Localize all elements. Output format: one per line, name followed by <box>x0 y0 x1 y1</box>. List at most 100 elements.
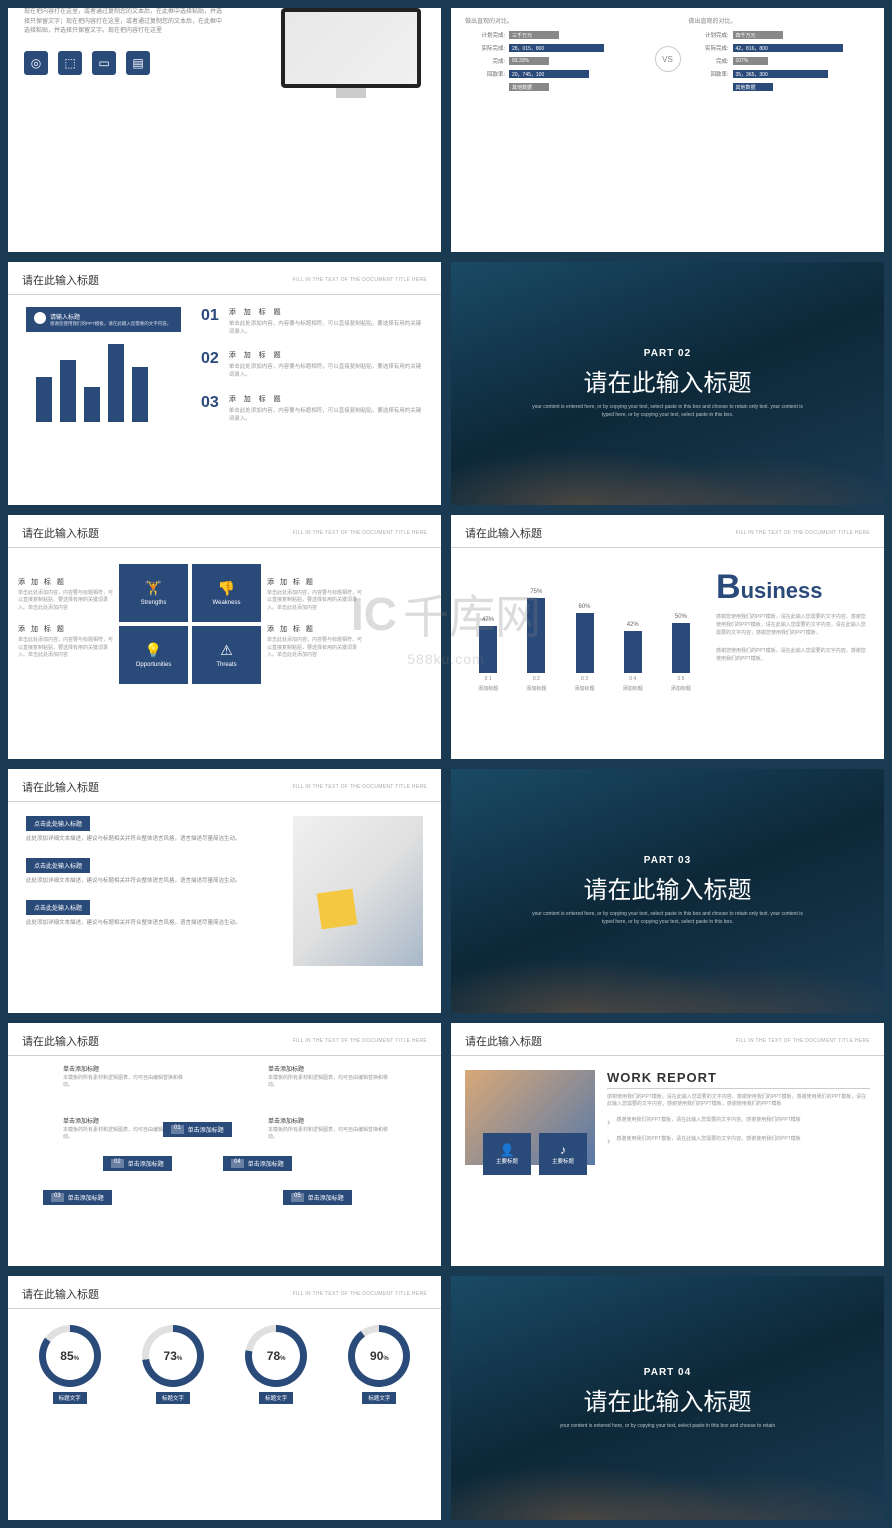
slide-title: 请在此输入标题 <box>465 525 542 541</box>
swot-box: ⚠ Threats <box>192 626 261 684</box>
intro-text: 现在把内容打在这里，或者通过复制您的文本后，在此框中选择粘贴，并选择只保留文字；… <box>24 8 224 37</box>
vs-left-head: 做出直观的对比。 <box>465 16 647 25</box>
icon-org: ⬚ <box>58 51 82 75</box>
report-tag-2: ♪ 主要标题 <box>539 1133 587 1175</box>
vs-row-bar: 三千万元 <box>509 31 559 39</box>
swot-text-title: 添 加 标 题 <box>267 624 362 634</box>
vs-badge: VS <box>655 46 681 72</box>
item-number: 02 <box>201 350 219 380</box>
part-label: PART 02 <box>644 348 691 359</box>
slide-subtitle: FILL IN THE TEXT OF THE DOCUMENT TITLE H… <box>736 1038 870 1044</box>
bar-label: 添加标题 <box>526 685 546 692</box>
item-button: 点击此处输入标题 <box>26 858 90 873</box>
chart-bar <box>576 613 594 673</box>
slide-three-items: 请在此输入标题 FILL IN THE TEXT OF THE DOCUMENT… <box>8 769 441 1013</box>
step-badge: 03单击添加标题 <box>43 1190 112 1205</box>
vs-row-bar: 其他数据 <box>733 83 773 91</box>
vs-row-bar: 42，816，800 <box>733 44 843 52</box>
bar-num: 0 1 <box>485 676 492 682</box>
vs-row-bar: 28，015，800 <box>509 44 604 52</box>
icon-page: ▤ <box>126 51 150 75</box>
donut-label: 标题文字 <box>259 1392 293 1404</box>
business-desc-1: 感谢您使用我们的PPT模板，请在此输入您需要的文字内容，感谢您使用我们的PPT模… <box>716 613 866 637</box>
icon-doc: ◎ <box>24 51 48 75</box>
slide-title: 请在此输入标题 <box>22 1033 99 1049</box>
chart-bar <box>108 344 124 422</box>
step-top-desc: 本模板的所有素材和逻辑图表，均可自由编辑替换和移动。 <box>268 1075 388 1089</box>
donut-ring: 78% <box>245 1325 307 1387</box>
item-title: 添 加 标 题 <box>229 350 423 360</box>
vs-row-label: 计划完成: <box>689 31 729 39</box>
swot-text-desc: 单击此处添加内容，内容要与标题相符，可以直接复制粘贴，要选择有用的关键词录入。单… <box>267 637 362 660</box>
donut-label: 标题文字 <box>362 1392 396 1404</box>
slide-title: 请在此输入标题 <box>22 525 99 541</box>
donut-label: 标题文字 <box>53 1392 87 1404</box>
bar-num: 0 2 <box>533 676 540 682</box>
step-badge: 01单击添加标题 <box>163 1122 232 1137</box>
swot-icon: ⚠ <box>220 642 233 659</box>
arrow-desc-1: 感谢使用我们的PPT模板，请在此输入您需要的文字内容。感谢使用我们的PPT模板 <box>616 1117 800 1125</box>
chart-bar <box>624 631 642 673</box>
chart-bar <box>672 623 690 673</box>
bar-num: 0 3 <box>581 676 588 682</box>
item-title: 添 加 标 题 <box>229 307 423 317</box>
swot-label: Opportunities <box>136 662 172 668</box>
slide-title: 请在此输入标题 <box>465 1033 542 1049</box>
bar-pct: 47% <box>482 617 494 623</box>
vs-row-label: 实际完成: <box>465 44 505 52</box>
swot-label: Threats <box>216 662 236 668</box>
part-desc: your content is entered here, or by copy… <box>528 404 808 419</box>
item-button: 点击此处输入标题 <box>26 816 90 831</box>
donut-ring: 90% <box>348 1325 410 1387</box>
swot-text-title: 添 加 标 题 <box>18 577 113 587</box>
donut-value: 73% <box>164 1349 183 1363</box>
chart-bar <box>36 377 52 422</box>
donut-value: 78% <box>267 1349 286 1363</box>
vs-row-label: 实际完成: <box>689 44 729 52</box>
chart-bar <box>60 360 76 422</box>
monitor-graphic <box>281 8 421 98</box>
step-top-title: 单击添加标题 <box>63 1064 183 1073</box>
swot-icon: 🏋 <box>145 580 162 597</box>
slide-chart-list: 请在此输入标题 FILL IN THE TEXT OF THE DOCUMENT… <box>8 262 441 506</box>
vs-row-bar: 其他数据 <box>509 83 549 91</box>
donut-label: 标题文字 <box>156 1392 190 1404</box>
bar-label: 添加标题 <box>478 685 498 692</box>
slide-title: 请在此输入标题 <box>22 1286 99 1302</box>
vs-row-bar: 四千万元 <box>733 31 783 39</box>
bar-num: 0 5 <box>677 676 684 682</box>
vs-row-bar: 93.33% <box>509 57 549 65</box>
vs-row-bar: 35，365，300 <box>733 70 828 78</box>
part-label: PART 03 <box>644 855 691 866</box>
part-label: PART 04 <box>644 1367 691 1378</box>
part-title: 请在此输入标题 <box>584 363 752 398</box>
slide-subtitle: FILL IN THE TEXT OF THE DOCUMENT TITLE H… <box>293 784 427 790</box>
pin-icon <box>34 312 46 324</box>
swot-box: 🏋Strengths <box>119 564 188 622</box>
vs-right-head: 做出直观的对比。 <box>689 16 871 25</box>
report-image: 👤 主要标题 ♪ 主要标题 <box>465 1070 595 1165</box>
part-desc: your content is entered here, or by copy… <box>528 911 808 926</box>
slide-subtitle: FILL IN THE TEXT OF THE DOCUMENT TITLE H… <box>293 277 427 283</box>
swot-box: 👎Weakness <box>192 564 261 622</box>
step-badge: 04单击添加标题 <box>223 1156 292 1171</box>
chart-tag: 请输入标题 感谢您使用我们的PPT模板，请在此输入您需要的文字内容。 <box>26 307 181 332</box>
donut-value: 85% <box>60 1349 79 1363</box>
step-top-desc: 本模板的所有素材和逻辑图表，均可自由编辑替换和移动。 <box>268 1127 388 1141</box>
slide-intro-icons: 现在把内容打在这里，或者通过复制您的文本后，在此框中选择粘贴，并选择只保留文字；… <box>8 8 441 252</box>
part-title: 请在此输入标题 <box>584 870 752 905</box>
slide-swot: 请在此输入标题 FILL IN THE TEXT OF THE DOCUMENT… <box>8 515 441 759</box>
arrow-desc-2: 感谢使用我们的PPT模板，请在此输入您需要的文字内容。感谢使用我们的PPT模板 <box>616 1136 800 1144</box>
chart-bar <box>132 367 148 422</box>
report-tag-1: 👤 主要标题 <box>483 1133 531 1175</box>
slide-business-chart: 请在此输入标题 FILL IN THE TEXT OF THE DOCUMENT… <box>451 515 884 759</box>
vs-row-label: 回款率: <box>465 70 505 78</box>
step-badge: 05单击添加标题 <box>283 1190 352 1205</box>
donut-ring: 85% <box>39 1325 101 1387</box>
bar-label: 添加标题 <box>671 685 691 692</box>
section-part-02: PART 02 请在此输入标题 your content is entered … <box>451 262 884 506</box>
donut-value: 90% <box>370 1349 389 1363</box>
vs-row-label: 完成: <box>465 57 505 65</box>
tag-desc: 感谢您使用我们的PPT模板，请在此输入您需要的文字内容。 <box>50 321 171 327</box>
item-desc: 此处添加详细文本描述，建议与标题相关并符合整体语言风格，语言描述尽量简洁生动。 <box>26 835 273 844</box>
